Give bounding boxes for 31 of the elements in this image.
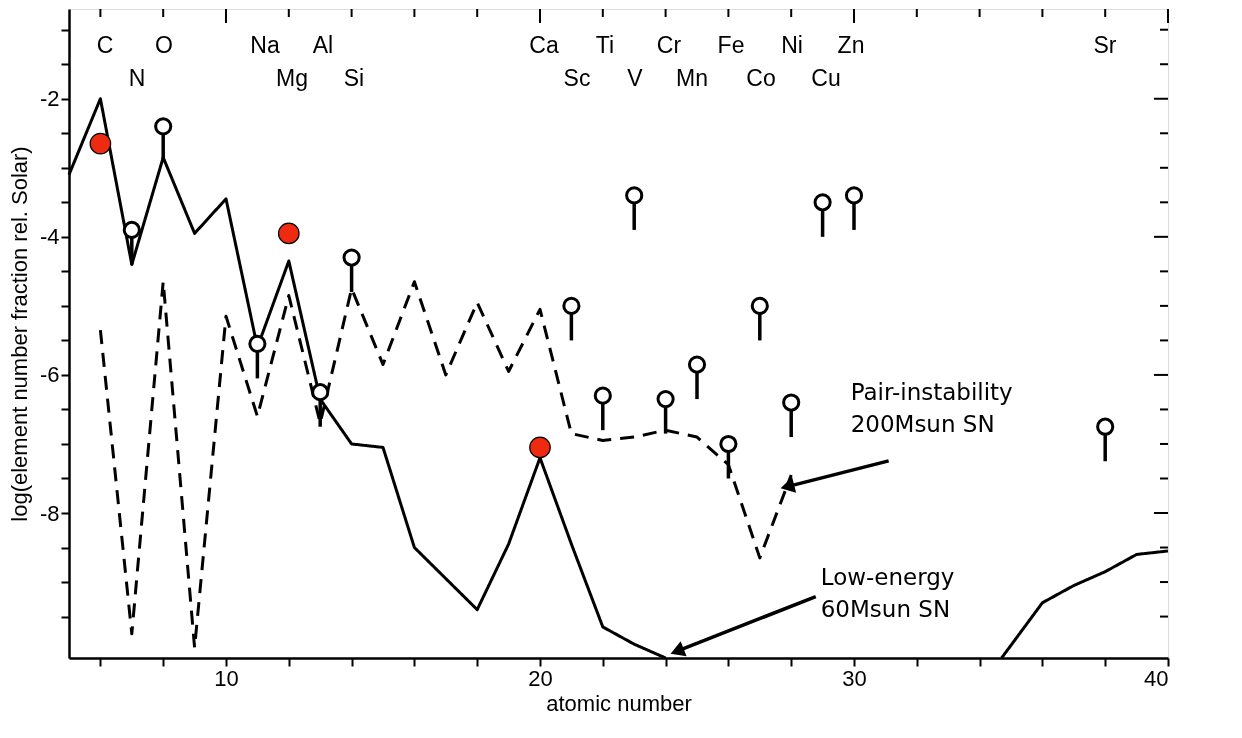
annotation: Ca xyxy=(529,32,559,58)
annotation: Cr xyxy=(656,32,682,58)
annotation: C xyxy=(96,32,114,58)
annotation: Al xyxy=(312,32,334,58)
annotation: Si xyxy=(343,65,365,91)
y-tick-label: -2 xyxy=(39,86,60,112)
annotation: O xyxy=(155,32,173,58)
annotation: Sc xyxy=(563,65,591,91)
y-axis-title: log(element number fraction rel. Solar) xyxy=(6,146,32,522)
annotation: Na xyxy=(250,32,280,58)
annotation: Cu xyxy=(811,65,841,91)
annotation: Pair-instability 200Msun SN xyxy=(850,378,1013,437)
x-tick-label: 40 xyxy=(1144,665,1169,691)
annotation: Low-energy 60Msun SN xyxy=(820,563,955,622)
annotation: Zn xyxy=(837,32,865,58)
annotation: Ti xyxy=(595,32,615,58)
x-tick-label: 10 xyxy=(214,665,239,691)
x-tick-label: 20 xyxy=(528,665,553,691)
annotation: Mn xyxy=(676,65,708,91)
annotation: N xyxy=(128,65,146,91)
y-tick-label: -4 xyxy=(39,224,60,250)
annotation: Sr xyxy=(1093,32,1117,58)
annotation: Co xyxy=(746,65,776,91)
x-axis-title: atomic number xyxy=(546,690,692,716)
annotation: V xyxy=(627,65,644,91)
y-tick-label: -6 xyxy=(39,362,60,388)
y-tick-label: -8 xyxy=(39,500,60,526)
x-tick-label: 30 xyxy=(842,665,867,691)
annotation: Ni xyxy=(781,32,803,58)
annotation: Mg xyxy=(276,65,308,91)
annotation: Fe xyxy=(717,32,745,58)
